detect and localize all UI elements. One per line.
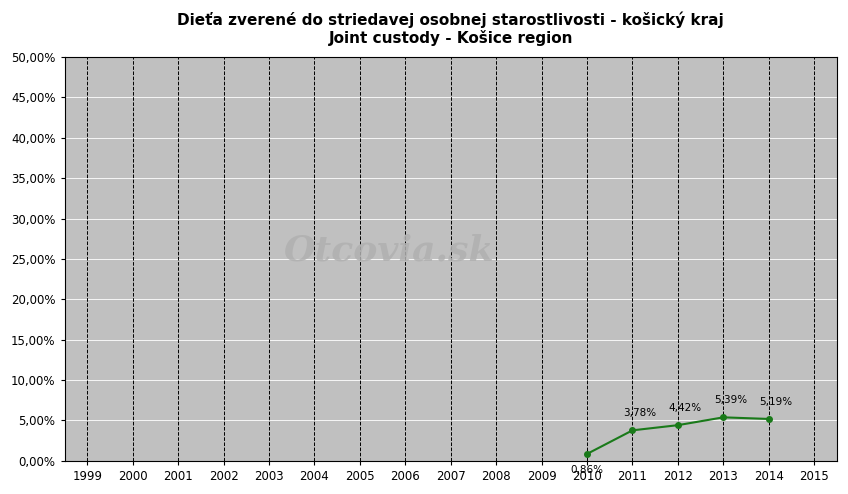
Text: 4,42%: 4,42% [668, 403, 701, 413]
Text: 5,19%: 5,19% [759, 397, 792, 407]
Text: 5,39%: 5,39% [714, 395, 747, 406]
Text: 3,78%: 3,78% [622, 409, 656, 418]
Text: Otcovia.sk: Otcovia.sk [284, 234, 494, 268]
Title: Dieťa zverené do striedavej osobnej starostlivosti - košický kraj
Joint custody : Dieťa zverené do striedavej osobnej star… [177, 11, 724, 46]
Text: 0,86%: 0,86% [571, 465, 604, 475]
